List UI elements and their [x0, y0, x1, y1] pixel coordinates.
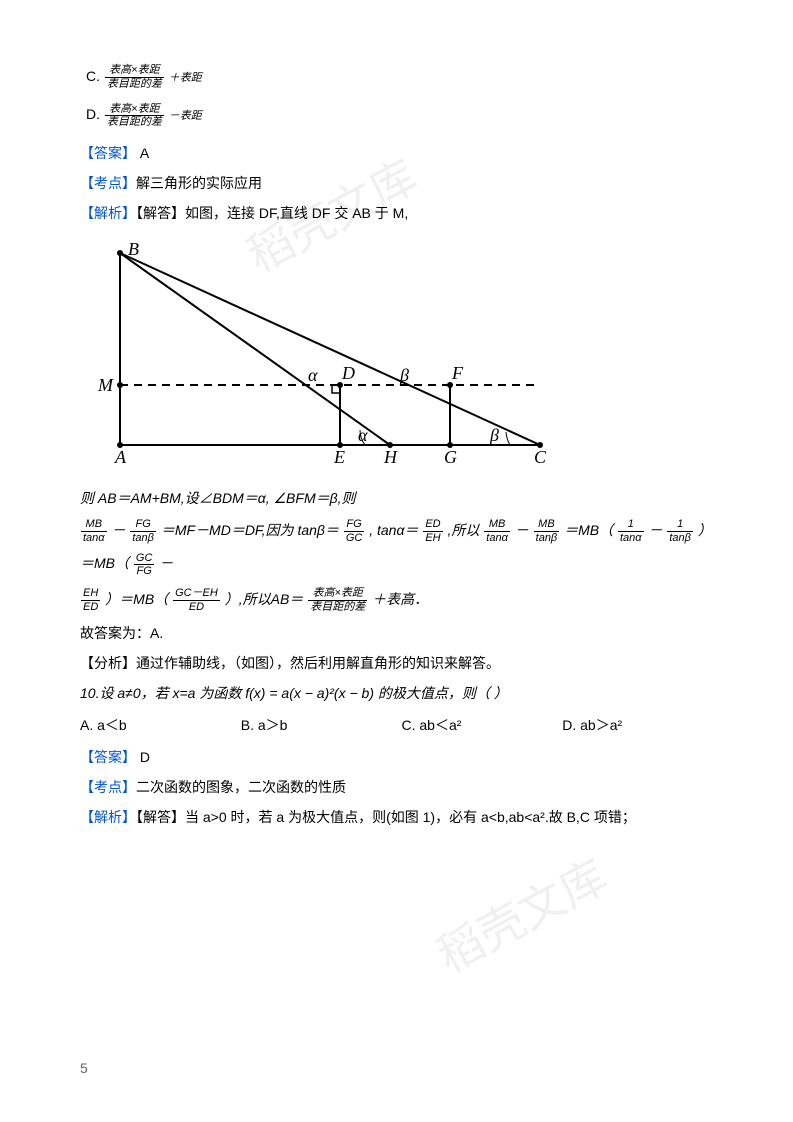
frac-den: 表目距的差 [105, 115, 164, 129]
option-d-tail: －表距 [169, 110, 202, 122]
diagram-label-F: F [451, 363, 464, 383]
frac-num: GC [134, 552, 155, 565]
frac-num: ED [423, 518, 442, 531]
frac-den: tanβ [667, 531, 693, 545]
equation-line-2: EHED ）＝MB（ GC－EHED ）,所以AB＝ 表高×表距表目距的差 ＋表… [80, 583, 723, 617]
diagram-label-beta1: β [399, 365, 409, 385]
minus: － [648, 522, 662, 538]
analysis-line: 【分析】通过作辅助线，（如图），然后利用解直角形的知识来解答。 [80, 649, 723, 677]
diagram-label-D: D [341, 363, 355, 383]
option-c-tail: ＋表距 [169, 72, 202, 84]
explain-text: 【解答】如图，连接 DF,直线 DF 交 AB 于 M, [136, 205, 408, 221]
frac-den: ED [81, 600, 100, 614]
q10-choices: A. a＜b B. a＞b C. ab＜a² D. ab＞a² [80, 711, 723, 739]
diagram-label-G: G [444, 447, 457, 465]
eq-text: ＝MB（ [564, 522, 613, 538]
topic-tag: 【考点】 [80, 779, 136, 795]
frac-den: ED [173, 600, 220, 614]
frac-num: MB [534, 518, 560, 531]
q10-explain: 【解析】【解答】当 a>0 时，若 a 为极大值点，则(如图 1)，必有 a<b… [80, 803, 723, 831]
q10-topic: 【考点】二次函数的图象，二次函数的性质 [80, 773, 723, 801]
frac-num: 1 [667, 518, 693, 531]
topic-tag: 【考点】 [80, 175, 136, 191]
explain-text: 【解答】当 a>0 时，若 a 为极大值点，则(如图 1)，必有 a<b,ab<… [136, 809, 636, 825]
frac-num: EH [81, 587, 100, 600]
option-c: C. 表高×表距表目距的差 ＋表距 [86, 62, 723, 90]
eq-text: ）＝MB（ [105, 591, 168, 607]
line-then: 则 AB＝AM+BM,设∠BDM＝α, ∠BFM＝β,则 [80, 484, 723, 512]
watermark: 稻壳文库 [419, 832, 625, 1000]
frac-num: FG [130, 518, 156, 531]
answer-note: 故答案为：A. [80, 619, 723, 647]
frac-den: tanα [618, 531, 644, 545]
eq-text: ＝MF－MD＝DF,因为 tanβ＝ [161, 522, 339, 538]
frac-den: tanα [484, 531, 510, 545]
frac-den: tanβ [130, 531, 156, 545]
eq-text: ＋表高． [372, 591, 428, 607]
option-d-label: D. [86, 106, 100, 122]
q10-choice-b: B. a＞b [241, 711, 402, 739]
diagram-label-alpha1: α [308, 365, 318, 385]
answer-tag: 【答案】 [80, 145, 136, 161]
option-d: D. 表高×表距表目距的差 －表距 [86, 100, 723, 128]
answer-value: D [136, 749, 150, 765]
diagram-label-C: C [534, 447, 547, 465]
eq-text: , tanα＝ [369, 522, 418, 538]
geometry-diagram: B M A D F E H G C α β α β [80, 235, 723, 474]
page-number: 5 [80, 1054, 88, 1082]
equation-line-1: MBtanα － FGtanβ ＝MF－MD＝DF,因为 tanβ＝ FGGC … [80, 514, 723, 581]
eq-text: － [159, 555, 173, 571]
frac-num: 表高×表距 [308, 587, 367, 600]
answer-row: 【答案】 A [80, 139, 723, 167]
frac-num: 表高×表距 [105, 64, 164, 77]
q10-answer: 【答案】 D [80, 743, 723, 771]
frac-den: tanβ [534, 531, 560, 545]
topic-value: 解三角形的实际应用 [136, 175, 262, 191]
minus: － [111, 522, 125, 538]
answer-value: A [136, 145, 149, 161]
explain-tag: 【解析】 [80, 205, 136, 221]
frac-num: 1 [618, 518, 644, 531]
frac-den: GC [344, 531, 365, 545]
diagram-label-beta2: β [489, 425, 499, 445]
frac-den: tanα [81, 531, 107, 545]
frac-den: 表目距的差 [308, 600, 367, 614]
frac-den: EH [423, 531, 442, 545]
frac-num: GC－EH [173, 587, 220, 600]
frac-num: 表高×表距 [105, 103, 164, 116]
explain-lead: 【解析】【解答】如图，连接 DF,直线 DF 交 AB 于 M, [80, 199, 723, 227]
frac-num: FG [344, 518, 365, 531]
q10-stem: 10.设 a≠0，若 x=a 为函数 f(x) = a(x − a)²(x − … [80, 679, 723, 707]
diagram-label-M: M [97, 375, 114, 395]
q10-choice-c: C. ab＜a² [402, 711, 563, 739]
eq-text: ,所以 [448, 522, 480, 538]
minus: － [515, 522, 529, 538]
eq-text: ）,所以AB＝ [225, 591, 304, 607]
topic-value: 二次函数的图象，二次函数的性质 [136, 779, 346, 795]
frac-num: MB [81, 518, 107, 531]
explain-tag: 【解析】 [80, 809, 136, 825]
diagram-label-H: H [383, 447, 398, 465]
answer-tag: 【答案】 [80, 749, 136, 765]
frac-den: 表目距的差 [105, 77, 164, 91]
frac-num: MB [484, 518, 510, 531]
diagram-label-A: A [114, 447, 127, 465]
diagram-label-B: B [128, 239, 139, 259]
option-c-label: C. [86, 68, 100, 84]
q10-choice-d: D. ab＞a² [562, 711, 723, 739]
diagram-label-E: E [333, 447, 345, 465]
frac-den: FG [134, 564, 155, 578]
topic-row: 【考点】解三角形的实际应用 [80, 169, 723, 197]
q10-choice-a: A. a＜b [80, 711, 241, 739]
